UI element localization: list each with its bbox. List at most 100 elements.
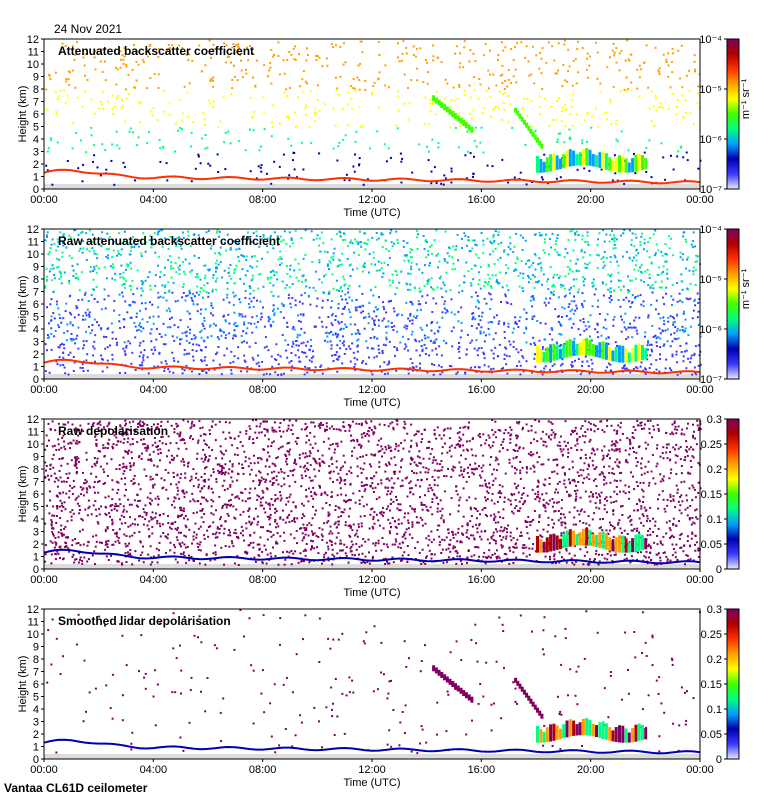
x-axis-label: Time (UTC) xyxy=(343,777,400,789)
y-tick-label: 1 xyxy=(33,362,39,374)
y-tick-label: 6 xyxy=(33,679,39,691)
y-tick-label: 11 xyxy=(28,47,39,59)
no-data-band xyxy=(44,184,700,189)
y-tick-label: 5 xyxy=(33,122,39,134)
x-tick-label: 00:00 xyxy=(30,194,58,206)
y-tick-label: 4 xyxy=(33,704,39,716)
x-tick-label: 20:00 xyxy=(577,764,605,776)
x-tick-label: 00:00 xyxy=(686,764,714,776)
y-tick-label: 8 xyxy=(33,464,39,476)
colorbar-unit: m⁻¹ sr⁻¹ xyxy=(740,269,752,310)
colorbar-tick-label: 0.1 xyxy=(707,514,722,526)
y-tick-label: 0 xyxy=(33,374,39,386)
colorbar-tick-label: 0.1 xyxy=(707,704,722,716)
heatmap-texture xyxy=(43,39,702,189)
heatmap-texture xyxy=(43,229,702,379)
x-tick-label: 12:00 xyxy=(358,384,386,396)
colorbar xyxy=(726,418,740,570)
x-tick-label: 08:00 xyxy=(249,384,277,396)
colorbar-unit: m⁻¹ sr⁻¹ xyxy=(740,79,752,120)
colorbar-tick-label: 10⁻⁴ xyxy=(699,224,722,236)
colorbar-tick-label: 0.2 xyxy=(707,464,722,476)
colorbar-tick-label: 0.3 xyxy=(707,604,722,616)
no-data-band xyxy=(44,754,700,759)
y-tick-label: 2 xyxy=(33,349,39,361)
x-axis-label: Time (UTC) xyxy=(343,207,400,219)
y-tick-label: 4 xyxy=(33,324,39,336)
panel-title: Smoothed lidar depolarisation xyxy=(58,614,231,628)
y-tick-label: 9 xyxy=(33,642,39,654)
heatmap-texture xyxy=(43,419,702,569)
colorbar-tick-label: 0.25 xyxy=(701,629,722,641)
x-tick-label: 00:00 xyxy=(686,194,714,206)
y-axis-label: Height (km) xyxy=(17,466,29,523)
y-tick-label: 11 xyxy=(28,617,39,629)
x-tick-label: 12:00 xyxy=(358,194,386,206)
x-tick-label: 00:00 xyxy=(686,574,714,586)
y-tick-label: 1 xyxy=(33,172,39,184)
colorbar-tick-label: 0.25 xyxy=(701,439,722,451)
y-tick-label: 12 xyxy=(27,34,39,46)
x-tick-label: 04:00 xyxy=(140,574,168,586)
y-tick-label: 7 xyxy=(33,97,39,109)
y-tick-label: 3 xyxy=(33,337,39,349)
x-tick-label: 00:00 xyxy=(30,384,58,396)
y-tick-label: 3 xyxy=(33,147,39,159)
panel-title: Raw depolarisation xyxy=(58,424,168,438)
colorbar-tick-label: 0.15 xyxy=(701,679,722,691)
colorbar xyxy=(726,608,740,760)
y-tick-label: 7 xyxy=(33,667,39,679)
x-axis-label: Time (UTC) xyxy=(343,397,400,409)
y-tick-label: 1 xyxy=(33,552,39,564)
y-tick-label: 4 xyxy=(33,134,39,146)
y-tick-label: 7 xyxy=(33,287,39,299)
y-tick-label: 12 xyxy=(27,604,39,616)
x-tick-label: 20:00 xyxy=(577,194,605,206)
boundary-layer-trace xyxy=(43,738,701,755)
y-tick-label: 9 xyxy=(33,262,39,274)
colorbar-tick-label: 0.05 xyxy=(701,729,722,741)
y-tick-label: 12 xyxy=(27,224,39,236)
x-tick-label: 08:00 xyxy=(249,574,277,586)
y-tick-label: 10 xyxy=(27,629,39,641)
panel-title: Raw attenuated backscatter coefficient xyxy=(58,234,280,248)
x-tick-label: 00:00 xyxy=(30,574,58,586)
y-tick-label: 6 xyxy=(33,109,39,121)
y-tick-label: 10 xyxy=(27,249,39,261)
y-tick-label: 9 xyxy=(33,72,39,84)
y-tick-label: 2 xyxy=(33,159,39,171)
y-tick-label: 0 xyxy=(33,754,39,766)
x-tick-label: 16:00 xyxy=(468,574,496,586)
instrument-label: Vantaa CL61D ceilometer xyxy=(4,781,148,795)
y-tick-label: 2 xyxy=(33,729,39,741)
y-tick-label: 0 xyxy=(33,564,39,576)
colorbar-tick-label: 0.3 xyxy=(707,414,722,426)
y-tick-label: 11 xyxy=(28,237,39,249)
y-tick-label: 5 xyxy=(33,692,39,704)
x-tick-label: 00:00 xyxy=(686,384,714,396)
y-tick-label: 7 xyxy=(33,477,39,489)
x-tick-label: 16:00 xyxy=(468,764,496,776)
y-tick-label: 1 xyxy=(33,742,39,754)
colorbar-tick-label: 0.2 xyxy=(707,654,722,666)
y-tick-label: 5 xyxy=(33,312,39,324)
y-tick-label: 0 xyxy=(33,184,39,196)
colorbar-tick-label: 0.05 xyxy=(701,539,722,551)
y-tick-label: 2 xyxy=(33,539,39,551)
y-tick-label: 11 xyxy=(28,427,39,439)
colorbar-tick-label: 10⁻⁴ xyxy=(699,34,722,46)
y-tick-label: 3 xyxy=(33,717,39,729)
heatmap-texture xyxy=(43,609,701,759)
colorbar xyxy=(726,38,740,190)
boundary-layer-trace xyxy=(43,358,701,375)
boundary-layer-trace xyxy=(43,168,701,185)
x-tick-label: 04:00 xyxy=(140,384,168,396)
y-tick-label: 8 xyxy=(33,84,39,96)
x-tick-label: 08:00 xyxy=(249,764,277,776)
colorbar-tick-label: 10⁻⁶ xyxy=(699,324,722,336)
x-tick-label: 20:00 xyxy=(577,574,605,586)
